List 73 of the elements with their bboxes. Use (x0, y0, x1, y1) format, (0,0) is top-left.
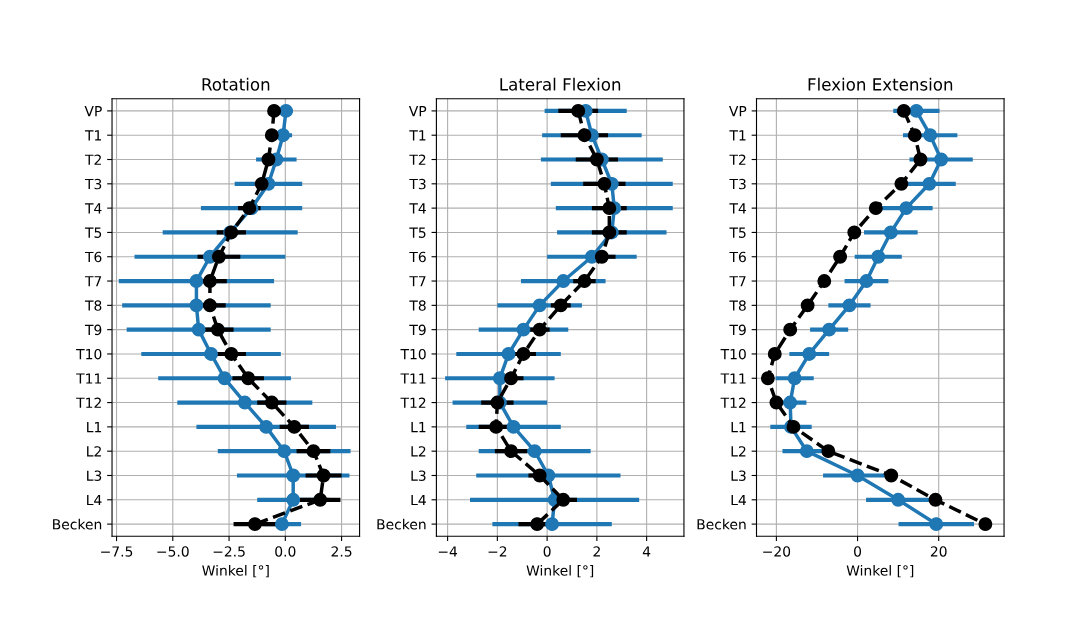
x-tick-label: 2.5 (331, 546, 352, 557)
x-tick-label: 20 (930, 546, 947, 557)
y-tick-label: T5 (729, 227, 746, 238)
y-tick-label: T11 (76, 373, 102, 384)
y-tick-label: T8 (84, 300, 102, 311)
y-tick-label: T8 (729, 300, 746, 311)
x-tick-label: 4 (642, 546, 651, 557)
y-tick-label: T12 (76, 397, 101, 408)
y-tick-label: T3 (84, 178, 102, 190)
y-tick-label: T4 (729, 203, 746, 214)
x-axis-title: Winkel [°] (526, 564, 594, 578)
y-tick-label: T1 (729, 130, 746, 141)
y-tick-label: T7 (729, 276, 746, 287)
y-tick-label: VP (84, 106, 102, 117)
y-tick-label: T10 (76, 348, 102, 360)
x-axis-title: Winkel [°] (202, 564, 269, 578)
y-tick-label: T4 (84, 203, 102, 214)
y-tick-label: T2 (409, 154, 426, 165)
y-tick-label: L3 (411, 470, 426, 481)
chart-title: Rotation (202, 77, 270, 91)
x-tick-label: −4 (438, 546, 458, 557)
y-tick-label: T8 (409, 300, 426, 311)
x-tick-label: −5.0 (157, 546, 189, 557)
x-tick-label: 2 (593, 546, 600, 557)
y-tick-label: T12 (400, 397, 426, 408)
y-tick-label: T2 (729, 154, 746, 165)
y-tick-label: T11 (720, 373, 746, 384)
y-tick-label: T3 (729, 178, 746, 190)
y-tick-label: Becken (377, 518, 426, 530)
y-tick-label: T11 (400, 373, 426, 384)
y-tick-label: L1 (731, 422, 746, 433)
y-tick-label: T7 (409, 276, 426, 287)
y-tick-label: VP (408, 106, 427, 117)
y-tick-label: L4 (87, 494, 102, 506)
y-tick-label: L3 (731, 470, 746, 481)
x-tick-label: 0 (543, 546, 551, 557)
x-tick-label: 0.0 (275, 546, 296, 557)
y-tick-label: Becken (53, 518, 102, 530)
x-tick-label: −2 (488, 546, 507, 557)
y-tick-label: T5 (84, 227, 102, 238)
y-tick-label: T12 (720, 397, 746, 408)
y-tick-label: L1 (411, 422, 426, 433)
chart-title: Lateral Flexion (500, 77, 621, 91)
y-tick-label: T10 (400, 348, 426, 360)
y-tick-label: T5 (409, 227, 426, 238)
y-tick-label: T6 (409, 251, 426, 263)
y-tick-label: T6 (729, 251, 746, 263)
y-tick-label: L2 (411, 446, 426, 457)
y-tick-label: T4 (409, 203, 426, 214)
y-tick-label: L4 (731, 494, 746, 506)
y-tick-label: T7 (84, 276, 102, 287)
y-tick-label: VP (729, 106, 747, 117)
x-tick-label: −2.5 (213, 546, 245, 557)
y-tick-label: L2 (87, 446, 101, 457)
y-tick-label: T9 (84, 324, 102, 336)
y-tick-label: T9 (409, 324, 426, 336)
x-axis-title: Winkel [°] (846, 564, 914, 578)
x-tick-label: 0 (854, 546, 862, 557)
y-tick-label: Becken (697, 518, 746, 530)
y-tick-label: T1 (409, 130, 426, 141)
y-tick-label: L1 (87, 422, 102, 433)
x-tick-label: −7.5 (101, 546, 133, 557)
chart-title: Flexion Extension (808, 77, 953, 91)
x-tick-label: −20 (763, 546, 791, 557)
y-tick-label: L3 (87, 470, 102, 481)
y-tick-label: T6 (84, 251, 102, 263)
y-tick-label: T10 (720, 348, 746, 360)
y-tick-label: T9 (729, 324, 746, 336)
y-tick-label: T1 (84, 130, 102, 141)
y-tick-label: T2 (84, 154, 101, 165)
y-tick-label: L4 (411, 494, 426, 506)
y-tick-label: L2 (731, 446, 746, 457)
y-tick-label: T3 (409, 178, 426, 190)
